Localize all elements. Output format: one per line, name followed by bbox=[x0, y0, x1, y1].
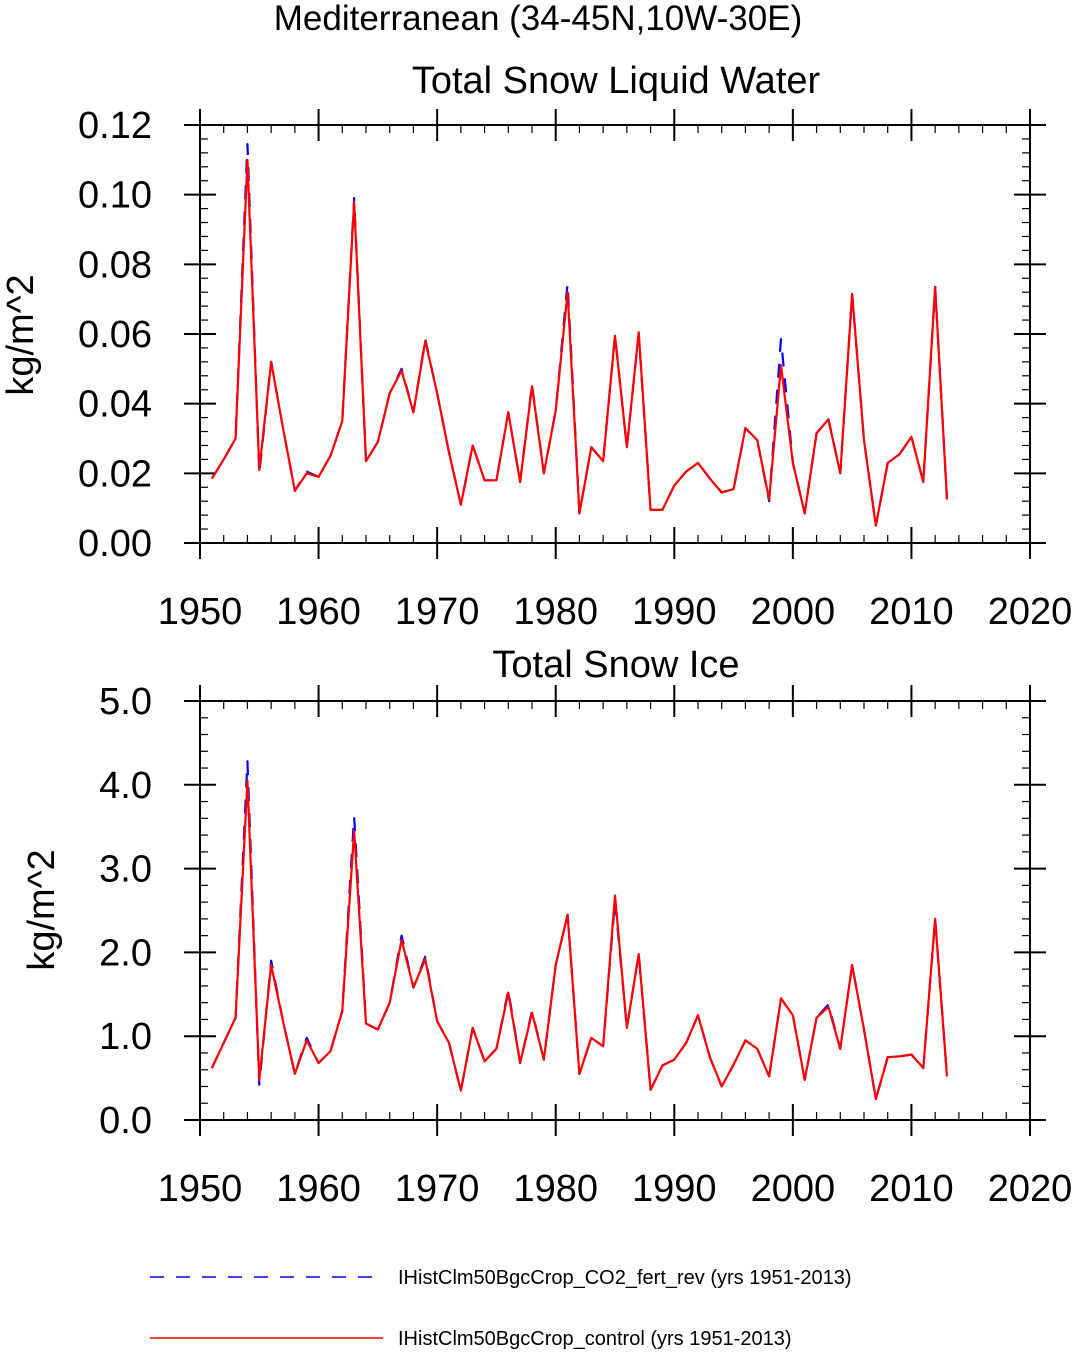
y-tick-label: 0.08 bbox=[78, 244, 152, 286]
legend-label-co2-fert-rev: IHistClm50BgcCrop_CO2_fert_rev (yrs 1951… bbox=[398, 1267, 852, 1289]
x-tick-label: 1990 bbox=[632, 591, 717, 633]
figure-title: Mediterranean (34-45N,10W-30E) bbox=[274, 0, 803, 38]
x-tick-label: 1980 bbox=[513, 1168, 598, 1210]
panel-snow-ice: Total Snow Ice kg/m^2 1950 1960 1970 1980 19… bbox=[21, 644, 1072, 1210]
y-tick-label: 0.04 bbox=[78, 384, 152, 426]
panel-title: Total Snow Liquid Water bbox=[412, 60, 821, 102]
x-tick-label: 2000 bbox=[751, 1168, 836, 1210]
y-tick-label: 0.12 bbox=[78, 105, 152, 147]
plot-frame bbox=[199, 124, 1031, 544]
y-tick-label: 3.0 bbox=[99, 849, 152, 891]
y-tick-label: 5.0 bbox=[99, 681, 152, 723]
y-axis-label: kg/m^2 bbox=[0, 274, 42, 395]
series-line-co2-fert-rev bbox=[210, 760, 949, 1101]
plot-frame bbox=[199, 700, 1031, 1121]
y-tick-label: 4.0 bbox=[99, 765, 152, 807]
y-tick-label: 0.02 bbox=[78, 453, 152, 495]
panel-snow-liquid-water: Total Snow Liquid Water kg/m^2 1950 1960 1… bbox=[0, 60, 1072, 633]
x-tick-label: 1950 bbox=[158, 591, 243, 633]
x-tick-label: 1970 bbox=[395, 1168, 480, 1210]
x-tick-label: 1960 bbox=[276, 1168, 361, 1210]
x-tick-label: 2010 bbox=[869, 1168, 954, 1210]
legend-label-control: IHistClm50BgcCrop_control (yrs 1951-2013… bbox=[398, 1328, 792, 1350]
y-tick-label: 0.10 bbox=[78, 175, 152, 217]
x-tick-label: 1980 bbox=[513, 591, 598, 633]
x-tick-label: 2020 bbox=[988, 591, 1073, 633]
x-tick-label: 1990 bbox=[632, 1168, 717, 1210]
y-tick-label: 2.0 bbox=[99, 932, 152, 974]
x-tick-label: 1950 bbox=[158, 1168, 243, 1210]
y-tick-label: 1.0 bbox=[99, 1016, 152, 1058]
y-axis-label: kg/m^2 bbox=[21, 849, 63, 970]
y-tick-label: 0.0 bbox=[99, 1100, 152, 1142]
legend: IHistClm50BgcCrop_CO2_fert_rev (yrs 1951… bbox=[150, 1267, 852, 1350]
x-tick-label: 2010 bbox=[869, 591, 954, 633]
series-line-control bbox=[210, 158, 949, 527]
y-tick-label: 0.06 bbox=[78, 314, 152, 356]
panel-title: Total Snow Ice bbox=[492, 644, 739, 686]
x-tick-label: 2020 bbox=[988, 1168, 1073, 1210]
x-tick-label: 1970 bbox=[395, 591, 480, 633]
y-tick-label: 0.00 bbox=[78, 523, 152, 565]
x-tick-label: 1960 bbox=[276, 591, 361, 633]
series-line-control bbox=[210, 779, 949, 1101]
x-tick-label: 2000 bbox=[751, 591, 836, 633]
